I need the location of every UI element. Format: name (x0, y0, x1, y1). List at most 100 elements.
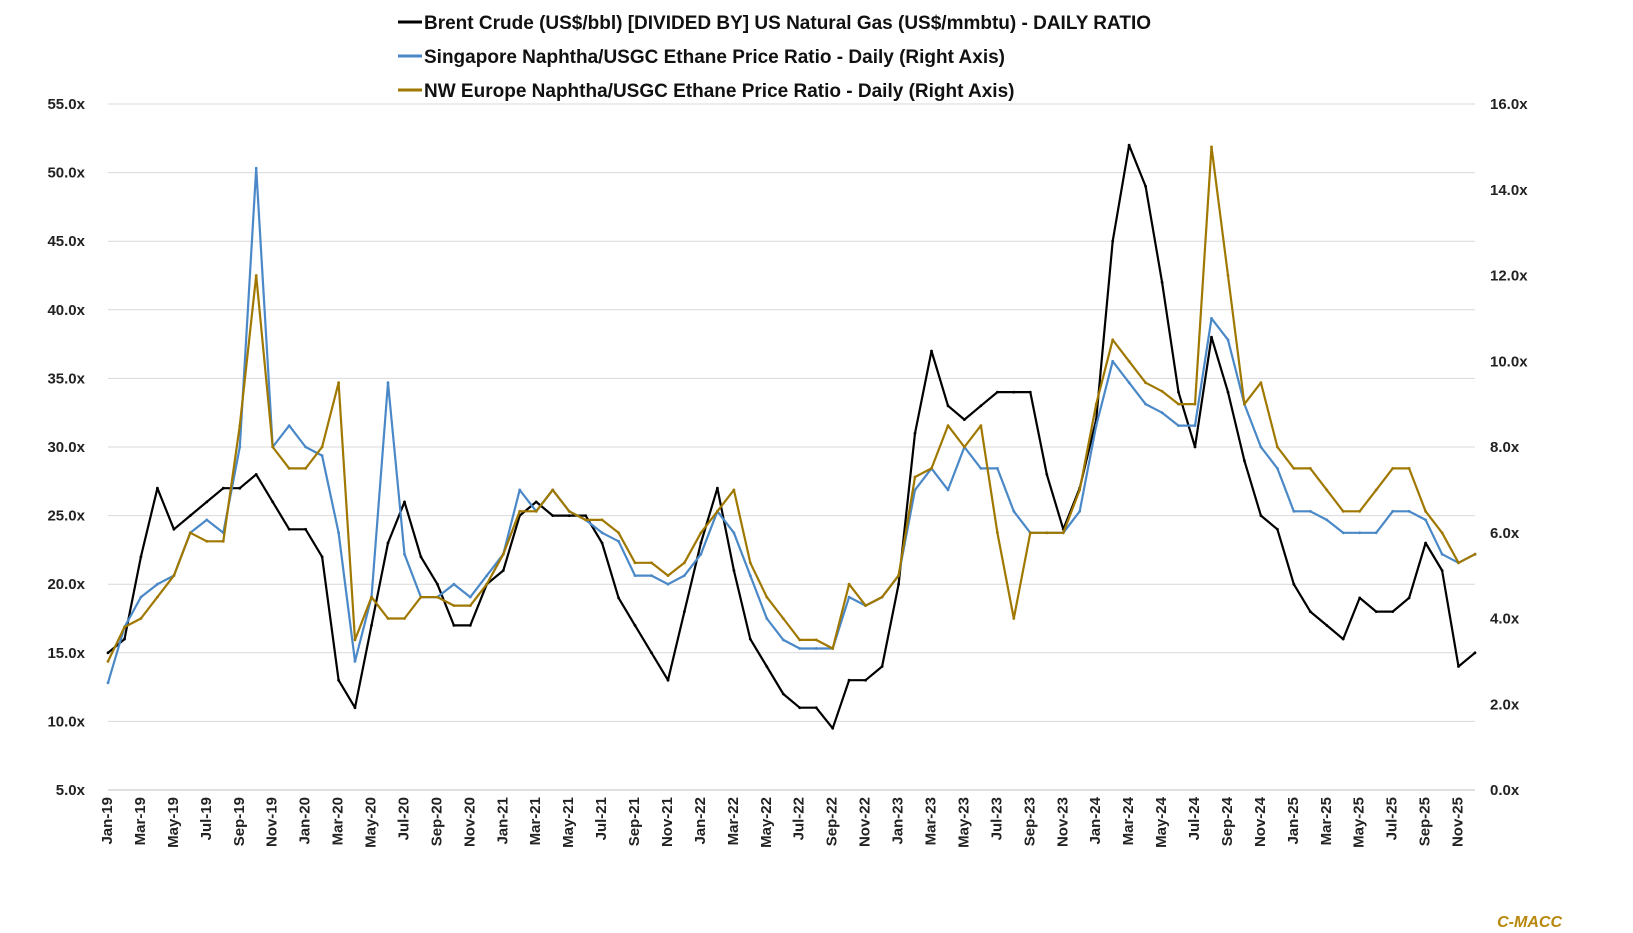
data-point (1325, 624, 1329, 627)
data-point (781, 692, 785, 696)
gridlines (108, 103, 1475, 791)
data-point (123, 625, 126, 629)
data-point (534, 500, 538, 504)
data-point (1391, 610, 1395, 613)
data-point (1341, 531, 1345, 535)
data-point (172, 574, 176, 577)
data-point (1259, 445, 1263, 449)
data-point (1028, 531, 1032, 535)
legend-label-singapore-naphtha-ethane: Singapore Naphtha/USGC Ethane Price Rati… (424, 47, 1005, 68)
data-point (1045, 531, 1049, 535)
data-point (1193, 424, 1197, 427)
data-point (1308, 467, 1312, 470)
x-tick-label: Nov-23 (1054, 797, 1071, 847)
right-y-tick-label: 16.0x (1490, 96, 1528, 113)
x-tick-label: Sep-22 (824, 797, 841, 846)
right-y-tick-label: 14.0x (1490, 182, 1528, 199)
x-tick-label: Mar-19 (132, 797, 149, 845)
data-point (732, 531, 736, 535)
data-point (617, 596, 620, 600)
data-point (996, 531, 999, 535)
data-point (600, 541, 604, 545)
data-point (403, 617, 406, 620)
data-point (106, 651, 110, 655)
data-point (798, 647, 802, 650)
data-point (403, 552, 406, 556)
data-point (864, 678, 867, 682)
data-point (123, 637, 126, 641)
data-point (304, 527, 307, 531)
x-tick-label: Nov-19 (264, 797, 281, 847)
data-point (287, 527, 291, 531)
left-y-tick-label: 40.0x (47, 302, 85, 319)
data-point (1061, 531, 1065, 535)
data-point (1160, 389, 1164, 393)
data-point (1243, 459, 1246, 463)
x-tick-label: Jan-24 (1087, 796, 1104, 844)
data-point (386, 617, 390, 620)
data-point (765, 617, 769, 620)
data-point (1127, 359, 1131, 363)
data-point (979, 404, 983, 408)
series-layer (106, 143, 1477, 730)
x-tick-label: Mar-24 (1120, 796, 1137, 845)
data-point (1226, 338, 1230, 342)
data-point (156, 486, 159, 490)
data-point (337, 381, 340, 385)
right-y-tick-label: 2.0x (1490, 696, 1520, 713)
x-tick-label: Sep-20 (428, 797, 445, 846)
data-point (1111, 359, 1115, 363)
x-tick-label: May-24 (1153, 796, 1170, 848)
data-point (156, 582, 159, 586)
x-tick-label: Nov-22 (857, 797, 874, 847)
data-point (1308, 610, 1312, 613)
data-point (897, 582, 900, 586)
data-point (880, 665, 884, 668)
data-point (238, 424, 242, 427)
x-tick-label: Mar-20 (330, 797, 347, 845)
data-point (650, 574, 653, 577)
left-y-tick-label: 45.0x (47, 233, 85, 250)
data-point (1407, 509, 1411, 513)
data-point (238, 486, 242, 490)
data-point (1045, 473, 1049, 476)
data-point (1358, 531, 1362, 535)
data-point (1210, 335, 1213, 339)
data-point (106, 681, 110, 685)
data-point (271, 445, 275, 449)
data-point (781, 638, 785, 642)
data-point (946, 488, 950, 492)
left-y-tick-label: 50.0x (47, 165, 85, 182)
x-tick-label: Jan-19 (99, 797, 116, 845)
data-point (419, 555, 423, 559)
x-tick-label: Sep-24 (1219, 796, 1236, 846)
data-point (254, 473, 258, 476)
data-point (1144, 381, 1147, 385)
data-point (1144, 184, 1147, 188)
data-point (485, 574, 489, 577)
data-point (468, 624, 472, 627)
data-point (1127, 381, 1131, 385)
data-point (732, 488, 736, 492)
x-tick-label: Mar-22 (725, 797, 742, 845)
x-tick-label: May-21 (560, 797, 577, 848)
data-point (847, 582, 851, 586)
source-label: C-MACC (1497, 914, 1562, 931)
data-point (271, 500, 275, 504)
data-point (666, 582, 670, 586)
data-point (1012, 390, 1016, 394)
x-tick-label: Mar-25 (1318, 797, 1335, 845)
left-y-tick-label: 15.0x (47, 645, 85, 662)
data-point (551, 488, 555, 492)
data-point (880, 595, 884, 599)
data-point (1358, 596, 1362, 600)
data-point (979, 424, 983, 427)
x-tick-label: Sep-19 (231, 797, 248, 846)
x-tick-label: Nov-24 (1252, 796, 1269, 847)
data-point (188, 531, 192, 535)
data-point (238, 445, 242, 449)
data-point (1210, 317, 1213, 320)
data-point (1473, 552, 1477, 556)
data-point (1078, 509, 1082, 513)
data-point (600, 531, 604, 535)
